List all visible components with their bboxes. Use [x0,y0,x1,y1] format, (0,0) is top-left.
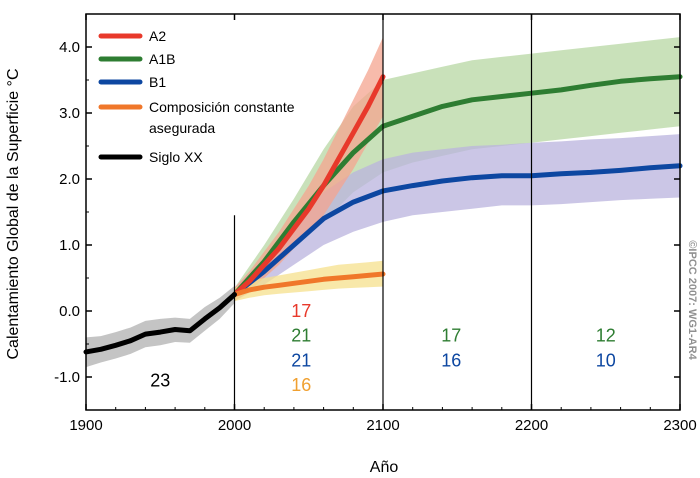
legend-label-composicion-constante-asegurada: Composición constante [149,99,295,115]
legend-label-a1b: A1B [149,51,175,67]
model-count-label: 16 [441,351,461,371]
x-tick-label: 2000 [218,417,251,434]
model-count-label: 23 [150,370,170,390]
model-count-label: 21 [291,351,311,371]
model-count-label: 17 [441,325,461,345]
model-count-labels: 23 17 21 21 16 17 16 12 10 [150,301,616,395]
legend-label-b1: B1 [149,74,166,90]
legend-label-a2: A2 [149,28,166,44]
axis-ticks: 1900 2000 2100 2200 2300 -1.0 0.0 1.0 2.0 3.0 4.0 [54,13,697,434]
series-lines [83,74,683,355]
legend-label-siglo-xx: Siglo XX [149,149,203,165]
copyright-text: ©IPCC 2007: WG1-AR4 [686,240,698,360]
model-count-label: 16 [291,375,311,395]
y-axis-label: Calentamiento Global de la Superficie °C [5,69,22,360]
y-tick-label: 3.0 [59,105,80,122]
series-line-a2 [232,74,386,297]
x-tick-label: 2200 [515,417,548,434]
model-count-label: 12 [596,325,616,345]
x-tick-label: 1900 [69,417,102,434]
band-siglo-xx [86,285,235,368]
series-line-siglo-xx [83,292,237,355]
legend: A2 A1B B1 Composición constante asegurada Sig… [98,28,295,165]
band-a1b [234,37,680,302]
legend-label-composicion-constante-asegurada: asegurada [149,120,215,136]
x-axis-label: Año [370,459,399,476]
y-tick-label: 4.0 [59,39,80,56]
series-line-a1b [232,74,683,297]
y-tick-label: -1.0 [54,369,80,386]
model-count-label: 10 [596,351,616,371]
period-divider-lines [233,14,533,410]
x-tick-label: 2100 [366,417,399,434]
y-tick-label: 1.0 [59,237,80,254]
series-line-composicion-constante-asegurada [232,271,386,297]
model-count-label: 17 [291,301,311,321]
model-count-label: 21 [291,325,311,345]
series-line-b1 [232,163,683,297]
y-tick-label: 2.0 [59,171,80,188]
y-tick-label: 0.0 [59,303,80,320]
x-tick-label: 2300 [663,417,696,434]
